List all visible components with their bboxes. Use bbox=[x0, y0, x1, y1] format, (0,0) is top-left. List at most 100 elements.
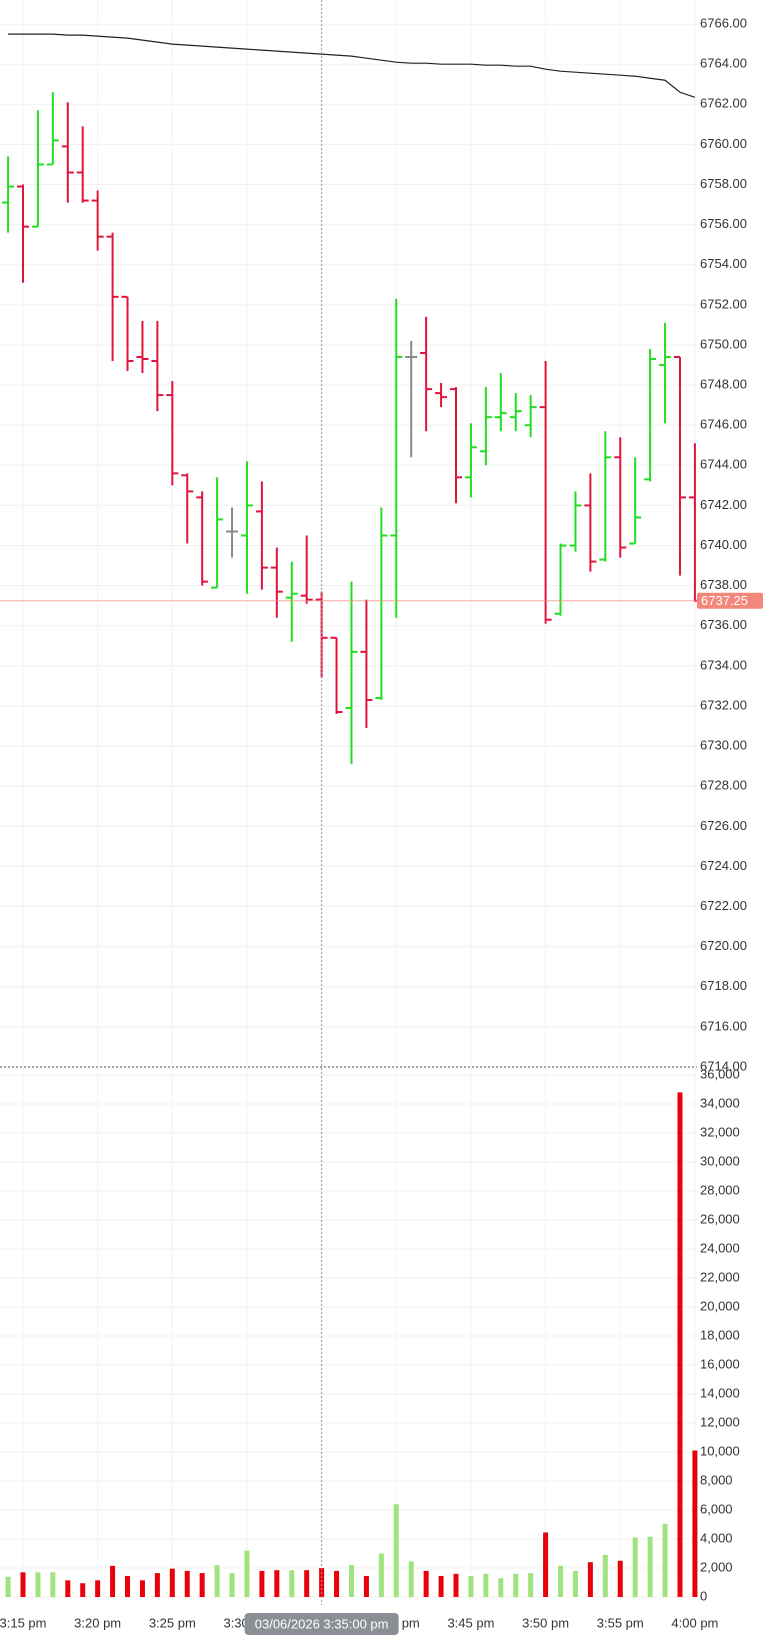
y-tick-label: 10,000 bbox=[700, 1443, 740, 1458]
volume-bar bbox=[513, 1573, 519, 1597]
volume-bar bbox=[274, 1570, 280, 1597]
y-tick-label: 6762.00 bbox=[700, 96, 747, 111]
volume-bar bbox=[647, 1536, 653, 1597]
y-tick-label: 12,000 bbox=[700, 1414, 740, 1429]
y-tick-label: 6718.00 bbox=[700, 978, 747, 993]
y-tick-label: 6738.00 bbox=[700, 577, 747, 592]
y-tick-label: 6736.00 bbox=[700, 617, 747, 632]
y-tick-label: 6726.00 bbox=[700, 818, 747, 833]
volume-bar bbox=[139, 1580, 145, 1597]
y-tick-label: 6716.00 bbox=[700, 1018, 747, 1033]
moving-average bbox=[8, 33, 696, 98]
x-tick-label: 3:25 pm bbox=[149, 1615, 196, 1630]
volume-bar bbox=[587, 1562, 593, 1597]
y-tick-label: 16,000 bbox=[700, 1356, 740, 1371]
volume-bar bbox=[348, 1565, 354, 1597]
volume-bar bbox=[259, 1570, 265, 1597]
x-tick-label: 3:20 pm bbox=[74, 1615, 121, 1630]
y-tick-label: 6,000 bbox=[700, 1501, 733, 1516]
y-tick-label: 6760.00 bbox=[700, 136, 747, 151]
volume-bar bbox=[677, 1092, 683, 1597]
y-tick-label: 6754.00 bbox=[700, 256, 747, 271]
volume-bar bbox=[244, 1550, 250, 1597]
volume-bar bbox=[498, 1578, 504, 1597]
y-tick-label: 6752.00 bbox=[700, 296, 747, 311]
volume-bar bbox=[20, 1572, 26, 1597]
y-tick-label: 8,000 bbox=[700, 1472, 733, 1487]
y-tick-label: 18,000 bbox=[700, 1327, 740, 1342]
volume-bar bbox=[169, 1568, 175, 1597]
volume-bar bbox=[662, 1523, 668, 1597]
volume-bar bbox=[184, 1570, 190, 1597]
volume-bar bbox=[558, 1565, 564, 1597]
volume-bar bbox=[453, 1573, 459, 1597]
volume-bar bbox=[319, 1568, 325, 1597]
volume-bar bbox=[125, 1575, 131, 1597]
volume-bar bbox=[393, 1504, 399, 1597]
volume-bar bbox=[528, 1573, 534, 1597]
y-tick-label: 0 bbox=[700, 1588, 707, 1603]
y-tick-label: 6740.00 bbox=[700, 537, 747, 552]
volume-bar bbox=[50, 1572, 56, 1597]
last-price-tag bbox=[697, 592, 763, 609]
volume-bar bbox=[617, 1560, 623, 1597]
y-tick-label: 6720.00 bbox=[700, 938, 747, 953]
volume-bar bbox=[65, 1580, 71, 1597]
volume-bar bbox=[602, 1554, 608, 1597]
volume-bar bbox=[572, 1570, 578, 1597]
y-tick-label: 6764.00 bbox=[700, 56, 747, 71]
y-tick-label: 6742.00 bbox=[700, 497, 747, 512]
grid bbox=[0, 0, 697, 1600]
last-price-label: 6737.25 bbox=[701, 593, 748, 608]
y-tick-label: 6722.00 bbox=[700, 898, 747, 913]
crosshair-tag bbox=[244, 1613, 399, 1635]
x-tick-label: 3:50 pm bbox=[522, 1615, 569, 1630]
volume-bar bbox=[334, 1570, 340, 1597]
y-tick-label: 4,000 bbox=[700, 1530, 733, 1545]
volume-bar bbox=[363, 1575, 369, 1597]
y-tick-label: 6714.00 bbox=[700, 1058, 747, 1073]
volume-bar bbox=[632, 1537, 638, 1597]
y-tick-label: 36,000 bbox=[700, 1066, 740, 1081]
y-tick-label: 6750.00 bbox=[700, 336, 747, 351]
volume-bar bbox=[543, 1532, 549, 1597]
volume-bar bbox=[378, 1553, 384, 1597]
y-tick-label: 34,000 bbox=[700, 1095, 740, 1110]
x-tick-label: 3:45 pm bbox=[447, 1615, 494, 1630]
y-tick-label: 6744.00 bbox=[700, 457, 747, 472]
y-tick-label: 24,000 bbox=[700, 1240, 740, 1255]
volume-bar bbox=[289, 1570, 295, 1597]
volume-bar bbox=[408, 1561, 414, 1597]
y-tick-label: 6734.00 bbox=[700, 657, 747, 672]
volume-bar bbox=[5, 1576, 11, 1597]
y-tick-label: 6766.00 bbox=[700, 16, 747, 31]
y-tick-label: 6732.00 bbox=[700, 697, 747, 712]
volume-bar bbox=[214, 1565, 220, 1597]
crosshair-label: 03/06/2026 3:35:00 pm bbox=[255, 1616, 389, 1631]
y-tick-label: 30,000 bbox=[700, 1153, 740, 1168]
x-tick-label: 4:00 pm bbox=[671, 1615, 718, 1630]
y-tick-label: 28,000 bbox=[700, 1182, 740, 1197]
x-tick-label: 3:55 pm bbox=[597, 1615, 644, 1630]
volume-bar bbox=[199, 1573, 205, 1597]
y-tick-label: 6756.00 bbox=[700, 216, 747, 231]
volume-bar bbox=[95, 1580, 101, 1597]
volume-bar bbox=[80, 1583, 86, 1597]
volume-bar bbox=[229, 1573, 235, 1597]
y-tick-label: 20,000 bbox=[700, 1298, 740, 1313]
volume-bar bbox=[468, 1575, 474, 1597]
volume-bar bbox=[154, 1573, 160, 1597]
y-tick-label: 6758.00 bbox=[700, 176, 747, 191]
y-tick-label: 26,000 bbox=[700, 1211, 740, 1226]
volume-bar bbox=[110, 1565, 116, 1597]
volume-bar bbox=[692, 1450, 698, 1597]
marks bbox=[0, 33, 701, 1597]
volume-bar bbox=[304, 1570, 310, 1597]
y-tick-label: 22,000 bbox=[700, 1269, 740, 1284]
y-tick-label: 6728.00 bbox=[700, 778, 747, 793]
y-tick-label: 6730.00 bbox=[700, 738, 747, 753]
y-tick-label: 32,000 bbox=[700, 1124, 740, 1139]
y-tick-label: 6724.00 bbox=[700, 858, 747, 873]
